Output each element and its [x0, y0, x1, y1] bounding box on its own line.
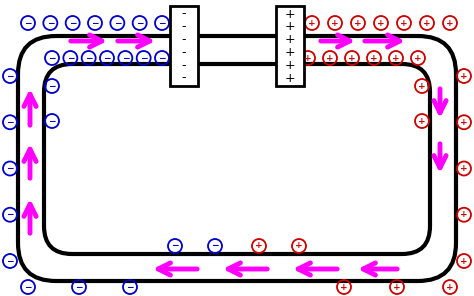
Text: −: − — [158, 19, 166, 28]
Text: −: − — [158, 54, 166, 62]
Text: +: + — [370, 54, 378, 62]
Text: −: − — [171, 242, 179, 250]
Text: +: + — [285, 46, 295, 59]
Text: +: + — [393, 282, 401, 292]
Text: −: − — [91, 19, 99, 28]
Text: +: + — [326, 54, 334, 62]
Text: -: - — [182, 72, 186, 84]
Text: −: − — [122, 54, 129, 62]
Text: +: + — [354, 19, 362, 28]
Text: −: − — [24, 19, 32, 28]
Text: −: − — [75, 282, 83, 292]
Text: +: + — [460, 164, 468, 173]
Text: +: + — [446, 282, 454, 292]
Text: −: − — [6, 164, 14, 173]
Text: −: − — [136, 19, 144, 28]
Text: −: − — [126, 282, 134, 292]
Text: −: − — [6, 210, 14, 219]
Text: +: + — [295, 242, 303, 250]
Text: +: + — [460, 72, 468, 81]
Text: +: + — [446, 19, 454, 28]
Text: +: + — [255, 242, 263, 250]
Text: +: + — [377, 19, 385, 28]
Text: +: + — [414, 54, 422, 62]
Text: −: − — [69, 19, 76, 28]
Text: +: + — [418, 81, 426, 91]
Text: -: - — [182, 7, 186, 20]
Text: +: + — [340, 282, 348, 292]
Text: −: − — [6, 257, 14, 266]
Text: −: − — [24, 282, 32, 292]
Text: −: − — [211, 242, 219, 250]
Text: +: + — [308, 19, 316, 28]
Text: −: − — [6, 72, 14, 81]
Text: +: + — [304, 54, 312, 62]
Text: +: + — [392, 54, 400, 62]
Text: +: + — [460, 210, 468, 219]
Text: -: - — [182, 20, 186, 33]
FancyBboxPatch shape — [18, 36, 456, 281]
Text: +: + — [460, 257, 468, 266]
Text: −: − — [48, 117, 56, 126]
Text: +: + — [460, 118, 468, 127]
Text: +: + — [285, 7, 295, 20]
Text: +: + — [285, 33, 295, 46]
Bar — [276, 6, 304, 86]
Text: −: − — [140, 54, 147, 62]
Text: −: − — [46, 19, 54, 28]
Text: +: + — [285, 72, 295, 84]
FancyBboxPatch shape — [44, 64, 430, 254]
Text: -: - — [182, 59, 186, 72]
Text: −: − — [6, 118, 14, 127]
Text: -: - — [182, 46, 186, 59]
Text: −: − — [48, 81, 56, 91]
Text: −: − — [66, 54, 74, 62]
Text: -: - — [182, 33, 186, 46]
Text: −: − — [103, 54, 111, 62]
Text: +: + — [423, 19, 431, 28]
Text: −: − — [85, 54, 92, 62]
Text: +: + — [285, 59, 295, 72]
Text: −: − — [114, 19, 121, 28]
Text: −: − — [48, 54, 56, 62]
Text: +: + — [400, 19, 408, 28]
Bar — [170, 6, 198, 86]
Text: +: + — [285, 20, 295, 33]
Text: +: + — [348, 54, 356, 62]
Text: +: + — [418, 117, 426, 126]
Text: +: + — [331, 19, 339, 28]
